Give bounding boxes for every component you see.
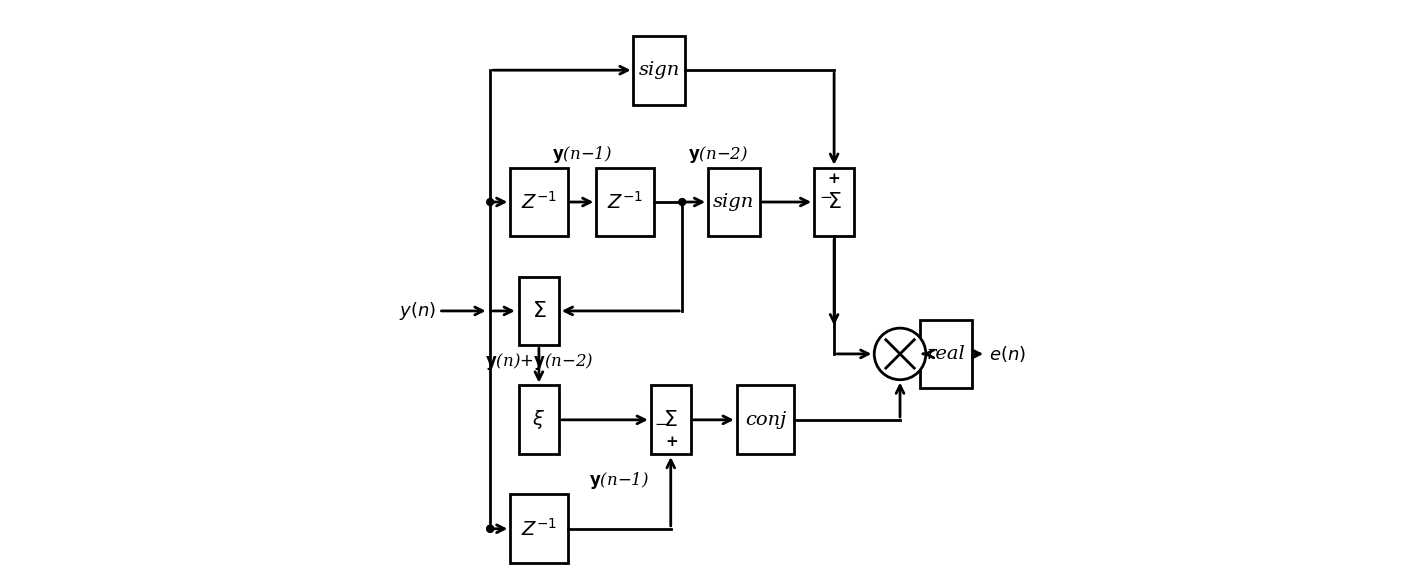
Circle shape	[487, 525, 494, 532]
Bar	[736, 385, 794, 454]
Text: $\xi$: $\xi$	[532, 408, 545, 431]
Text: $\Sigma$: $\Sigma$	[531, 300, 547, 322]
Text: $e(n)$: $e(n)$	[988, 344, 1025, 364]
Text: $\bf{y}$(n$-$2): $\bf{y}$(n$-$2)	[688, 144, 748, 165]
Text: $-$: $-$	[818, 190, 831, 203]
Bar	[814, 168, 854, 236]
Circle shape	[678, 199, 685, 206]
Bar	[510, 168, 568, 236]
Circle shape	[487, 199, 494, 206]
Text: $\Sigma$: $\Sigma$	[827, 191, 841, 213]
Bar	[633, 36, 685, 105]
Text: sign: sign	[639, 61, 680, 79]
Text: real: real	[926, 345, 966, 363]
Circle shape	[874, 328, 926, 380]
Text: $\bf{y}$(n)$+\bf{y}$(n$-$2): $\bf{y}$(n)$+\bf{y}$(n$-$2)	[484, 351, 593, 372]
Bar	[708, 168, 759, 236]
Text: $-$: $-$	[654, 416, 667, 430]
Text: $\bf{y}$(n$-$1): $\bf{y}$(n$-$1)	[589, 471, 650, 491]
Bar	[518, 385, 559, 454]
Text: sign: sign	[714, 193, 755, 211]
Bar	[651, 385, 691, 454]
Bar	[510, 494, 568, 563]
Bar	[596, 168, 654, 236]
Text: $y(n)$: $y(n)$	[399, 300, 436, 322]
Text: $Z^{-1}$: $Z^{-1}$	[521, 518, 556, 540]
Text: $\Sigma$: $\Sigma$	[664, 409, 678, 431]
Text: +: +	[828, 172, 841, 186]
Text: $Z^{-1}$: $Z^{-1}$	[521, 191, 556, 213]
Text: +: +	[666, 434, 678, 449]
Text: $Z^{-1}$: $Z^{-1}$	[607, 191, 643, 213]
Bar	[920, 320, 971, 388]
Text: $\bf{y}$(n$-$1): $\bf{y}$(n$-$1)	[552, 144, 612, 165]
Bar	[518, 276, 559, 346]
Text: conj: conj	[745, 411, 786, 429]
Circle shape	[487, 525, 494, 532]
